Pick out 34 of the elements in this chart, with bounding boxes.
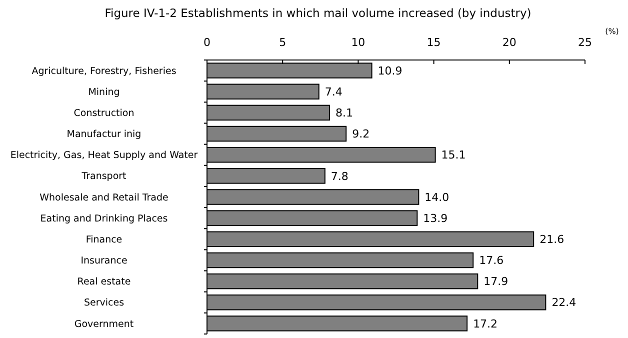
x-tick-label: 15 <box>426 36 441 49</box>
y-tick-label: Government <box>74 318 134 330</box>
data-label: 21.6 <box>540 233 564 246</box>
data-label: 14.0 <box>424 190 450 204</box>
data-label: 9.2 <box>352 128 370 141</box>
data-label: 7.4 <box>324 85 342 98</box>
x-tick-label: 20 <box>502 36 516 49</box>
data-label: 13.9 <box>423 212 448 225</box>
y-tick-label: Finance <box>86 234 122 246</box>
y-tick-label: Agriculture, Forestry, Fisheries <box>32 66 176 77</box>
x-tick-label: 0 <box>204 36 210 49</box>
data-label: 17.6 <box>479 254 504 268</box>
y-tick-label: Transport <box>80 171 127 182</box>
y-tick-label: Services <box>84 298 124 309</box>
y-tick-label: Mining <box>88 86 120 98</box>
x-tick-label: 10 <box>351 36 366 49</box>
y-tick-label: Electricity, Gas, Heat Supply and Water <box>10 150 198 162</box>
data-label: 7.8 <box>330 170 348 183</box>
x-tick-label: 25 <box>578 36 592 49</box>
data-label: 22.4 <box>552 296 576 310</box>
data-label: 17.2 <box>473 317 498 330</box>
y-tick-label: Construction <box>74 108 134 120</box>
data-label: 15.1 <box>441 148 466 162</box>
y-tick-label: Eating and Drinking Places <box>40 213 168 224</box>
y-tick-label: Manufactur inig <box>66 129 142 140</box>
y-tick-label: Wholesale and Retail Trade <box>40 192 169 204</box>
data-label: 17.9 <box>484 275 508 288</box>
y-tick-label: Insurance <box>80 256 128 267</box>
x-axis-title: (%) <box>605 27 619 36</box>
data-label: 10.9 <box>378 64 402 78</box>
data-label: 8.1 <box>335 106 353 120</box>
chart-title: Figure IV-1-2 Establishments in which mail volume increased (by industry) <box>104 6 532 20</box>
x-tick-label: 5 <box>279 36 286 49</box>
y-tick-label: Real estate <box>77 276 131 288</box>
